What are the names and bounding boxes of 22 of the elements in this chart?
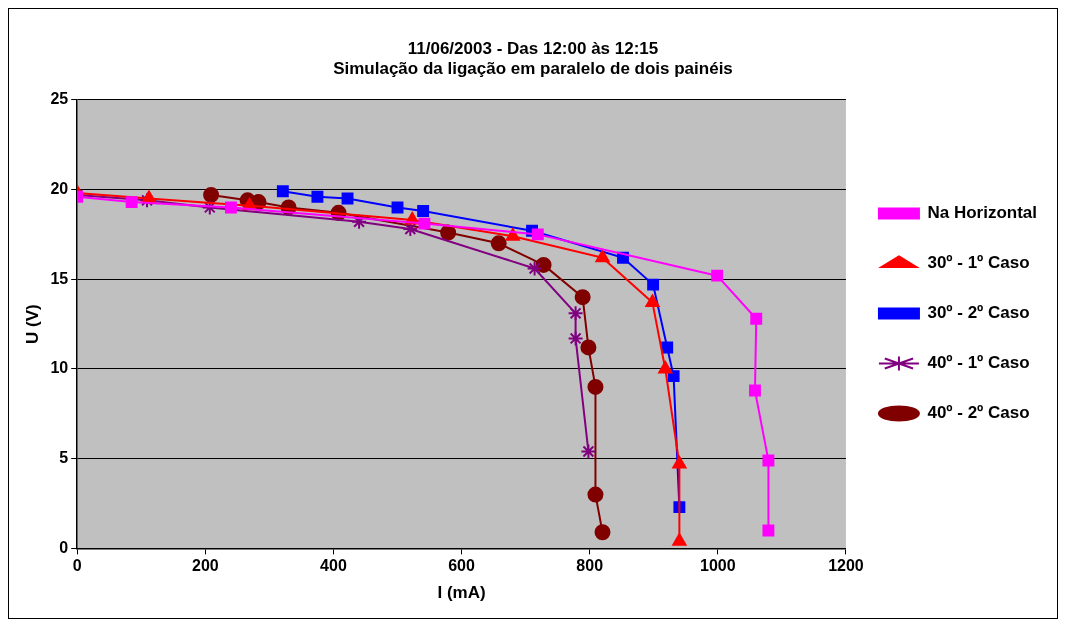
- text: Simulação da ligação em paralelo de dois painéis: [333, 59, 733, 79]
- legend-label: 40º - 1º Caso: [927, 353, 1030, 373]
- x-tick-label: 1200: [828, 557, 864, 575]
- x-tick-label: 800: [576, 557, 604, 575]
- y-tick-label: 10: [50, 359, 69, 377]
- x-tick-label: 0: [72, 557, 82, 575]
- text: 11/06/2003 - Das 12:00 às 12:15: [407, 38, 659, 58]
- y-axis-title: U (V): [22, 304, 42, 344]
- x-tick-label: 1000: [700, 557, 736, 575]
- legend-label: Na Horizontal: [927, 203, 1037, 223]
- y-tick-label: 25: [50, 90, 69, 108]
- legend-label: 30º - 1º Caso: [927, 253, 1030, 273]
- legend-label: 30º - 2º Caso: [927, 303, 1030, 323]
- y-tick-label: 0: [59, 538, 69, 556]
- y-tick-label: 20: [50, 179, 69, 197]
- x-tick-label: 200: [191, 557, 219, 575]
- x-axis-title: I (mA): [437, 583, 486, 603]
- y-tick-label: 5: [59, 449, 69, 467]
- x-tick-label: 400: [320, 557, 347, 575]
- y-tick-label: 15: [50, 269, 69, 287]
- x-tick-label: 600: [448, 557, 476, 575]
- legend-label: 40º - 2º Caso: [927, 403, 1030, 423]
